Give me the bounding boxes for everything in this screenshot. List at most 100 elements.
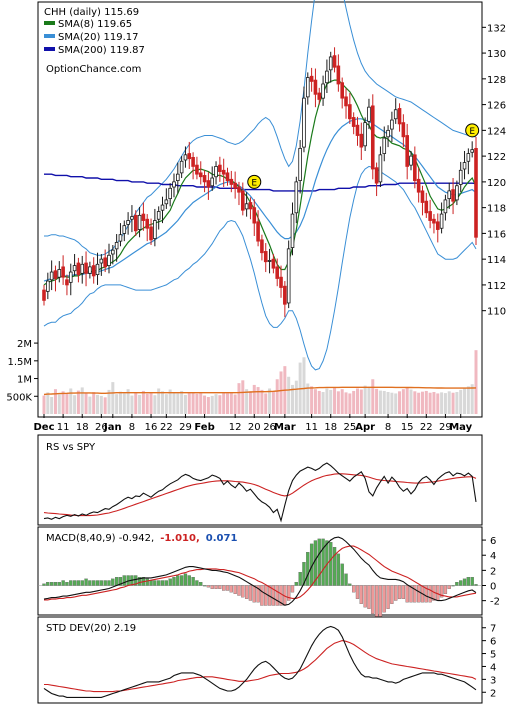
- candle-body: [263, 251, 268, 263]
- date-tick-label: 29: [439, 422, 452, 433]
- macd-histogram-bar: [84, 578, 88, 586]
- candle-body: [374, 167, 379, 184]
- legend-swatch-sma8: [44, 21, 55, 25]
- date-tick-label: 15: [401, 422, 414, 433]
- macd-histogram-bar: [164, 580, 168, 586]
- std-panel-frame: [37, 616, 483, 704]
- candle-body: [290, 213, 295, 248]
- candle-body: [248, 202, 253, 210]
- candle-body: [351, 117, 356, 127]
- volume-bar: [271, 391, 275, 414]
- macd-histogram-bar: [340, 563, 344, 586]
- candle-body: [267, 260, 272, 262]
- volume-bar: [206, 396, 210, 414]
- candle-body: [72, 265, 77, 272]
- candle-body: [145, 218, 150, 229]
- macd-histogram-bar: [329, 542, 333, 586]
- std-tick-label: 6: [490, 637, 496, 648]
- legend-sma200: SMA(200) 119.87: [58, 45, 145, 56]
- candle-body: [137, 214, 142, 230]
- rs-panel: [43, 462, 477, 523]
- volume-bar: [260, 389, 264, 414]
- date-tick-label: 11: [57, 422, 70, 433]
- macd-histogram-bar: [424, 585, 428, 603]
- macd-histogram-bar: [256, 585, 260, 603]
- volume-bar: [53, 389, 57, 414]
- date-tick-label: 8: [385, 422, 391, 433]
- macd-histogram-bar: [401, 585, 406, 599]
- macd-histogram-bar: [371, 585, 375, 614]
- macd-histogram-bar: [218, 585, 222, 589]
- candle-body: [195, 164, 199, 175]
- candle-body: [424, 200, 429, 214]
- volume-bar: [126, 389, 130, 414]
- volume-bar: [382, 390, 386, 414]
- volume-bar: [470, 384, 474, 414]
- macd-histogram-bar: [352, 585, 356, 593]
- volume-bar: [409, 389, 413, 414]
- date-tick-label: 22: [420, 422, 433, 433]
- macd-histogram-bar: [386, 585, 390, 609]
- volume-bar: [340, 389, 344, 414]
- volume-bar: [180, 390, 184, 414]
- macd-histogram-bar: [42, 583, 46, 586]
- candle-body: [328, 56, 333, 71]
- macd-histogram-bar: [466, 577, 471, 586]
- macd-histogram-bar: [298, 572, 302, 586]
- volume-bar: [245, 389, 249, 414]
- price-tick-label: 128: [487, 75, 506, 86]
- volume-bar: [264, 393, 268, 414]
- bollinger-lower-line: [43, 165, 477, 371]
- volume-bar: [187, 392, 191, 414]
- price-tick-label: 118: [487, 204, 506, 215]
- macd-histogram-bar: [237, 585, 241, 596]
- candle-body: [313, 79, 318, 95]
- date-tick-label: 26: [95, 422, 108, 433]
- macd-line: [43, 536, 477, 606]
- macd-histogram-bar: [46, 582, 50, 586]
- candle-body: [420, 190, 425, 203]
- price-tick-label: 130: [487, 49, 506, 60]
- macd-histogram-bar: [134, 575, 138, 586]
- macd-histogram-bar: [191, 577, 195, 586]
- volume-bar: [172, 392, 176, 414]
- volume-tick-label: 1.5M: [7, 357, 32, 368]
- earnings-marker: [247, 174, 262, 189]
- candle-body: [321, 83, 325, 99]
- volume-tick-label: 2M: [17, 339, 32, 350]
- candle-body: [416, 178, 421, 193]
- candle-body: [57, 269, 62, 278]
- volume-bar: [161, 391, 165, 414]
- macd-histogram-bar: [111, 578, 115, 586]
- candle-body: [336, 65, 341, 85]
- std-axis: 2 3 45 6 7: [482, 624, 496, 699]
- macd-tick-label: 0: [490, 582, 496, 593]
- macd-histogram-bar: [275, 585, 279, 606]
- candle-body: [65, 279, 69, 286]
- candle-body: [443, 199, 448, 214]
- volume-tick-label: 1M: [17, 375, 32, 386]
- volume-bar: [122, 393, 126, 414]
- candle-body: [237, 186, 241, 193]
- macd-histogram-bar: [176, 575, 180, 586]
- macd-histogram-bar: [187, 575, 191, 586]
- macd-histogram-bar: [336, 553, 341, 586]
- macd-histogram-bar: [244, 585, 249, 599]
- candle-body: [286, 248, 291, 304]
- macd-histogram-bar: [348, 583, 352, 586]
- candle-body: [283, 285, 287, 305]
- sma20-line: [43, 118, 477, 282]
- volume-bar: [141, 390, 145, 414]
- candle-body: [61, 266, 65, 278]
- macd-histogram-bar: [248, 585, 253, 601]
- macd-histogram-bar: [417, 585, 421, 603]
- rs-panel-frame: [37, 434, 483, 526]
- volume-bar: [50, 396, 54, 414]
- source-label: OptionChance.com: [46, 64, 141, 75]
- volume-bar: [229, 392, 233, 414]
- candle-body: [225, 172, 230, 181]
- candle-body: [359, 133, 364, 148]
- candle-body: [80, 263, 85, 274]
- earnings-marker-label: E: [469, 127, 475, 137]
- date-tick-label: 12: [229, 422, 242, 433]
